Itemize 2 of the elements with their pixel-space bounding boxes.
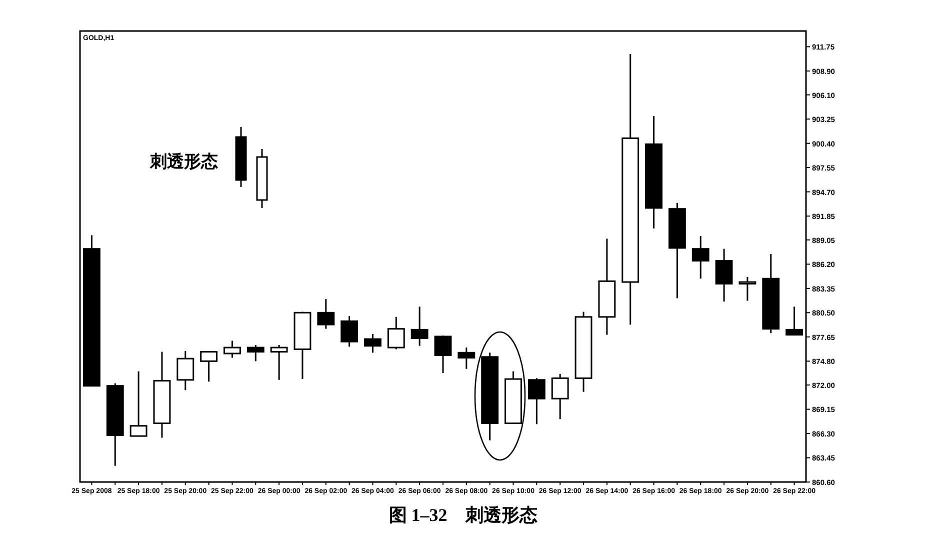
annotation: 刺透形态 <box>149 152 218 172</box>
caption: 图 1–32 刺透形态 <box>388 505 538 525</box>
